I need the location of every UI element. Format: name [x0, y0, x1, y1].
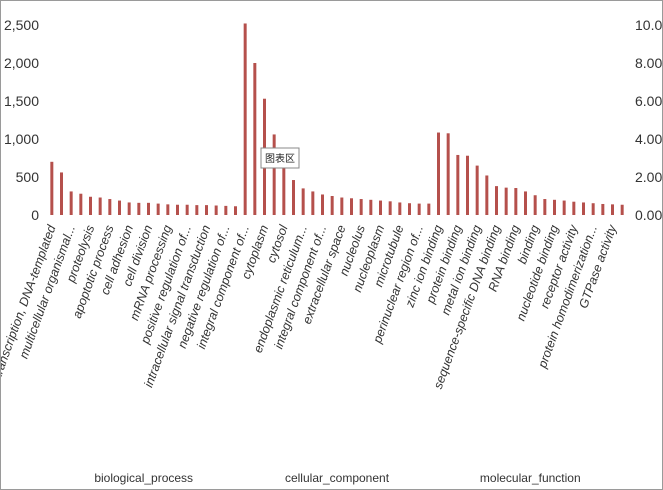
bar [301, 188, 305, 215]
y2-tick-label: 8.00 [635, 55, 662, 71]
bar [446, 133, 450, 215]
primary-y-axis: 0 500 1,000 1,500 2,000 2,500 [4, 17, 39, 223]
bar [243, 23, 247, 216]
bar [321, 194, 324, 215]
bar [572, 201, 576, 215]
bar [611, 204, 614, 215]
bar [205, 205, 208, 215]
bar [118, 200, 121, 215]
secondary-y-axis: 0.00 2.00 4.00 6.00 8.00 10.00 [635, 17, 662, 223]
bar [185, 204, 189, 215]
tooltip-text: 图表区 [265, 152, 295, 165]
bar [350, 198, 353, 215]
bar [50, 161, 54, 215]
tooltip-box [260, 147, 300, 169]
bar [147, 202, 150, 215]
y-tick-label: 2,500 [4, 17, 39, 33]
bar [127, 202, 131, 215]
bar [485, 175, 489, 215]
group-label: biological_process [94, 471, 193, 485]
bar [195, 205, 199, 215]
bar [504, 187, 508, 215]
y2-tick-label: 2.00 [635, 169, 662, 185]
bar [292, 180, 295, 215]
bar [234, 206, 237, 215]
y2-tick-label: 6.00 [635, 93, 662, 109]
bar [582, 202, 585, 215]
chart-area-tooltip: 图表区 [260, 147, 300, 169]
bar [89, 196, 92, 215]
y2-tick-label: 10.00 [635, 17, 662, 33]
bar [620, 204, 624, 215]
bar [98, 197, 102, 215]
bar [533, 195, 537, 215]
y-tick-label: 2,000 [4, 55, 39, 71]
group-axis: biological_process cellular_component mole… [94, 471, 580, 485]
y-tick-label: 1,500 [4, 93, 39, 109]
bar [69, 191, 73, 215]
bar [408, 203, 411, 215]
bar [514, 188, 518, 215]
bar [553, 199, 556, 215]
bar [79, 193, 83, 215]
bar [398, 202, 402, 215]
bar [475, 165, 479, 215]
bar [224, 205, 228, 215]
y-tick-label: 0 [31, 207, 39, 223]
bar [601, 203, 605, 215]
group-label: molecular_function [480, 471, 581, 485]
bar [282, 167, 286, 215]
bar [359, 199, 363, 215]
y2-tick-label: 4.00 [635, 131, 662, 147]
bar [311, 191, 315, 215]
bar [60, 172, 63, 215]
bar [137, 202, 141, 215]
bar [379, 200, 382, 215]
y-tick-label: 1,000 [4, 131, 39, 147]
bar [369, 199, 373, 215]
bar [524, 191, 527, 215]
bar [417, 203, 421, 215]
bar [388, 201, 392, 215]
bar [156, 203, 160, 215]
group-label: cellular_component [285, 471, 390, 485]
bar [108, 199, 112, 215]
bar [562, 200, 566, 215]
bar [591, 203, 595, 215]
bar [427, 203, 431, 215]
bar [330, 196, 334, 215]
bar [166, 204, 170, 215]
bar [543, 199, 547, 215]
bar-series [50, 23, 624, 216]
bar [495, 186, 498, 215]
y2-tick-label: 0.00 [635, 207, 662, 223]
bar [340, 197, 344, 215]
bar [176, 204, 179, 215]
bar [466, 155, 469, 215]
bar [437, 132, 440, 215]
bar [253, 63, 257, 215]
bar [456, 154, 460, 215]
category-axis: transcription, DNA-templatedmulticellula… [1, 222, 620, 391]
bar [272, 134, 276, 215]
bar [214, 205, 218, 215]
y-tick-label: 500 [16, 169, 40, 185]
